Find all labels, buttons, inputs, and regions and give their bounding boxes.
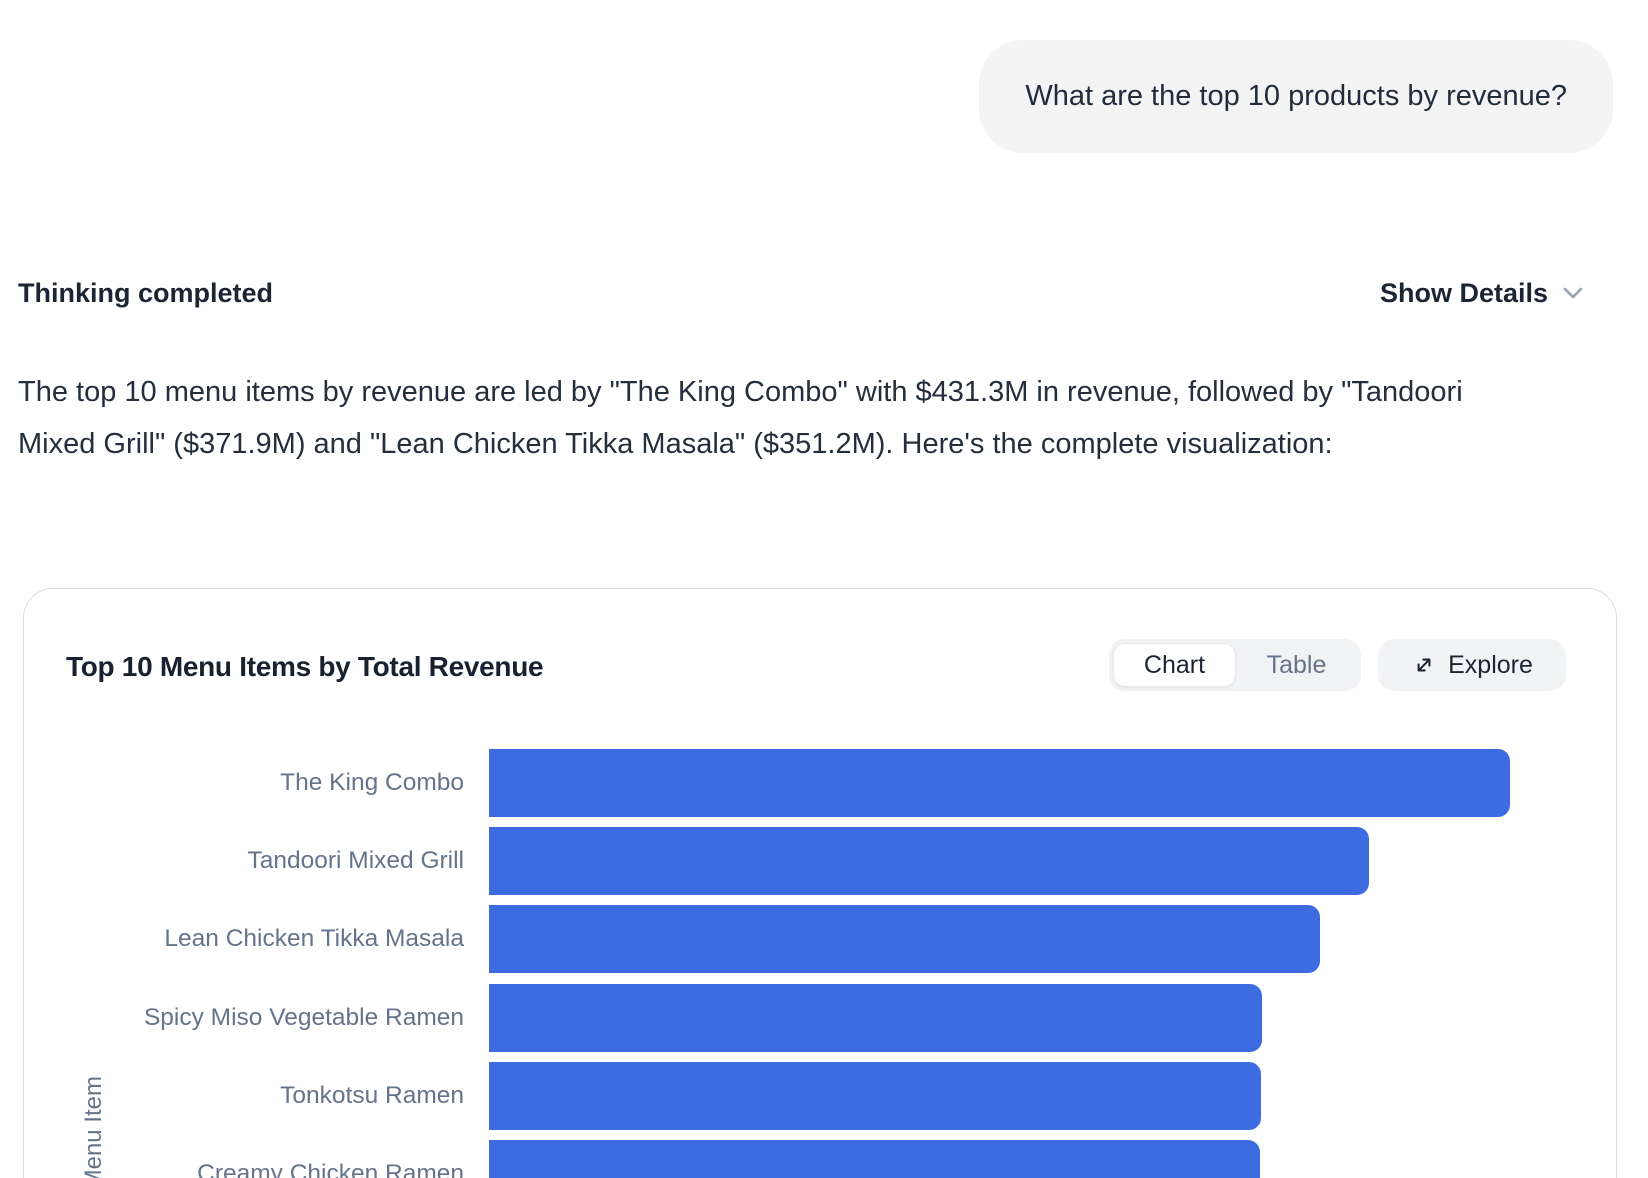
assistant-message-text: The top 10 menu items by revenue are led… (18, 376, 1463, 460)
revenue-bar[interactable] (489, 827, 1369, 895)
revenue-bar[interactable] (489, 749, 1510, 817)
chart-row: Creamy Chicken Ramen (24, 1139, 1616, 1178)
show-details-button[interactable]: Show Details (1380, 278, 1588, 309)
chevron-down-icon (1558, 278, 1588, 308)
user-message-text: What are the top 10 products by revenue? (1025, 80, 1567, 112)
thinking-row: Thinking completed Show Details (18, 264, 1588, 322)
category-label: The King Combo (280, 769, 464, 796)
chart-card: Top 10 Menu Items by Total Revenue Chart… (23, 588, 1617, 1178)
revenue-bar[interactable] (489, 1062, 1261, 1130)
explore-button-label: Explore (1448, 650, 1533, 679)
tab-chart[interactable]: Chart (1113, 643, 1236, 687)
view-toggle: Chart Table (1109, 639, 1361, 691)
thinking-status: Thinking completed (18, 277, 274, 308)
tab-table[interactable]: Table (1266, 650, 1327, 679)
chart-row: Tandoori Mixed Grill (24, 826, 1616, 896)
explore-button[interactable]: Explore (1378, 639, 1566, 691)
chart-row: Spicy Miso Vegetable Ramen (24, 983, 1616, 1053)
revenue-bar[interactable] (489, 1140, 1260, 1178)
expand-icon (1411, 652, 1437, 678)
y-axis-title: Menu Item (80, 1076, 107, 1178)
show-details-label: Show Details (1379, 277, 1548, 308)
category-label: Creamy Chicken Ramen (197, 1160, 464, 1178)
category-label: Tonkotsu Ramen (280, 1082, 464, 1109)
user-message-bubble: What are the top 10 products by revenue? (979, 40, 1613, 153)
category-label: Tandoori Mixed Grill (247, 847, 465, 874)
chart-row: Tonkotsu Ramen (24, 1061, 1616, 1131)
category-label: Lean Chicken Tikka Masala (164, 925, 464, 952)
bar-chart: The King Combo Tandoori Mixed Grill Lean C… (24, 589, 1616, 1178)
chart-card-title: Top 10 Menu Items by Total Revenue (66, 651, 544, 682)
revenue-bar[interactable] (489, 984, 1262, 1052)
category-label: Spicy Miso Vegetable Ramen (143, 1004, 464, 1031)
chart-row: Lean Chicken Tikka Masala (24, 904, 1616, 974)
revenue-bar[interactable] (489, 905, 1320, 973)
chart-row: The King Combo (24, 748, 1616, 818)
